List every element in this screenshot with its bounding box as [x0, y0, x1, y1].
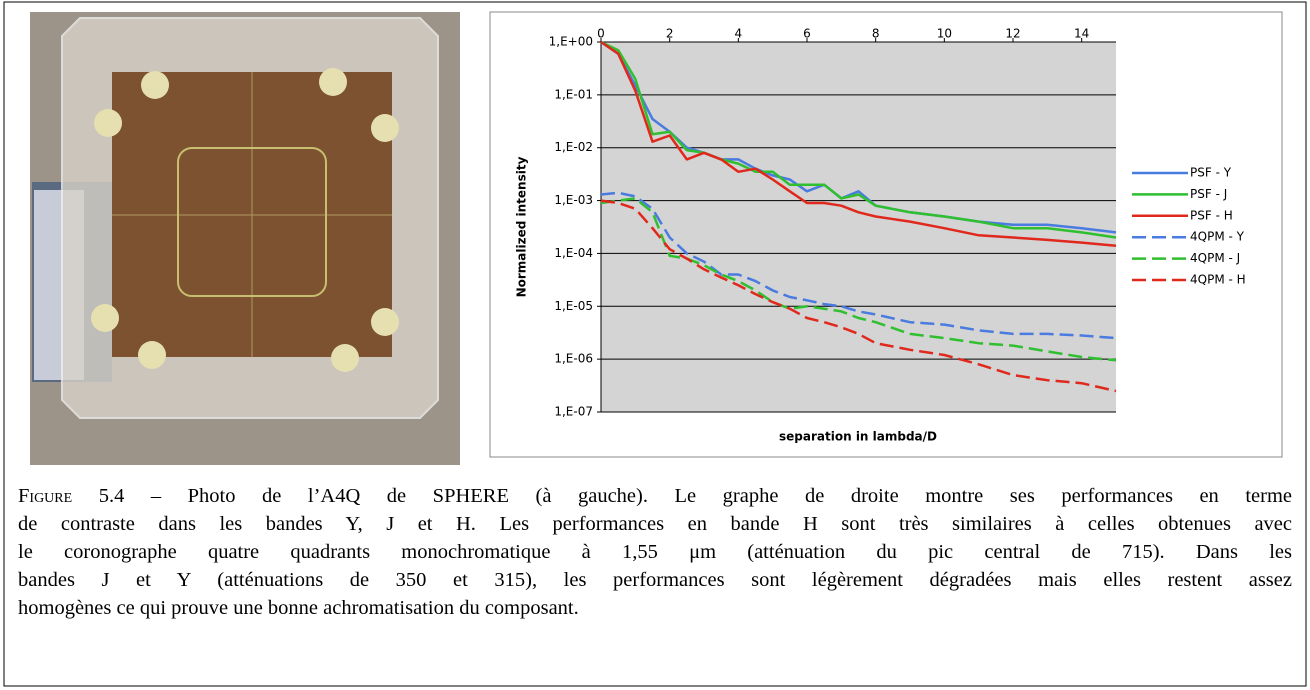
caption-text: bandes J et Y (atténuations de 350 et 31…	[18, 569, 1292, 591]
caption-line: de contraste dans les bandes Y, J et H. …	[18, 510, 1292, 538]
x-tick-label: 12	[1005, 27, 1020, 41]
legend-label: 4QPM - H	[1190, 273, 1246, 287]
figure-label: Figure 5.4 –	[18, 485, 162, 507]
y-tick-label: 1,E-07	[554, 405, 593, 419]
caption-text: le coronographe quatre quadrants monochr…	[18, 541, 1292, 563]
caption-line: homogènes ce qui prouve une bonne achrom…	[18, 594, 1292, 622]
x-tick-label: 10	[937, 27, 952, 41]
series-line	[600, 197, 1117, 362]
y-tick-label: 1,E+00	[549, 35, 593, 49]
y-tick-label: 1,E-06	[554, 352, 593, 366]
x-tick-label: 4	[735, 27, 743, 41]
y-tick-label: 1,E-01	[554, 87, 593, 101]
y-tick-label: 1,E-03	[554, 193, 593, 207]
caption-line: bandes J et Y (atténuations de 350 et 31…	[18, 566, 1292, 594]
series-line	[600, 199, 1117, 393]
x-tick-label: 14	[1074, 27, 1089, 41]
legend-label: PSF - Y	[1190, 166, 1232, 180]
caption-text: Photo de l’A4Q de SPHERE (à gauche). Le …	[187, 485, 1292, 507]
y-tick-label: 1,E-04	[554, 246, 593, 260]
series-line	[600, 40, 1117, 247]
legend-label: PSF - J	[1190, 187, 1227, 201]
series-line	[600, 191, 1117, 340]
legend-label: PSF - H	[1190, 208, 1233, 222]
caption-line: Figure 5.4 – Photo de l’A4Q de SPHERE (à…	[18, 482, 1292, 510]
caption: Figure 5.4 – Photo de l’A4Q de SPHERE (à…	[18, 482, 1292, 622]
series-line	[600, 40, 1117, 239]
photo	[30, 12, 460, 465]
legend-label: 4QPM - Y	[1190, 230, 1245, 244]
y-tick-label: 1,E-02	[554, 140, 593, 154]
x-axis-title: separation in lambda/D	[779, 430, 937, 444]
y-axis-title: Normalized intensity	[515, 156, 529, 297]
figure-border	[3, 1, 1307, 687]
x-tick-label: 6	[803, 27, 811, 41]
y-tick-label: 1,E-05	[554, 299, 593, 313]
x-tick-label: 8	[872, 27, 880, 41]
x-tick-label: 0	[597, 27, 605, 41]
legend-label: 4QPM - J	[1190, 251, 1240, 265]
caption-text: de contraste dans les bandes Y, J et H. …	[18, 513, 1292, 535]
x-tick-label: 2	[666, 27, 674, 41]
caption-text: homogènes ce qui prouve une bonne achrom…	[18, 597, 579, 619]
caption-line: le coronographe quatre quadrants monochr…	[18, 538, 1292, 566]
